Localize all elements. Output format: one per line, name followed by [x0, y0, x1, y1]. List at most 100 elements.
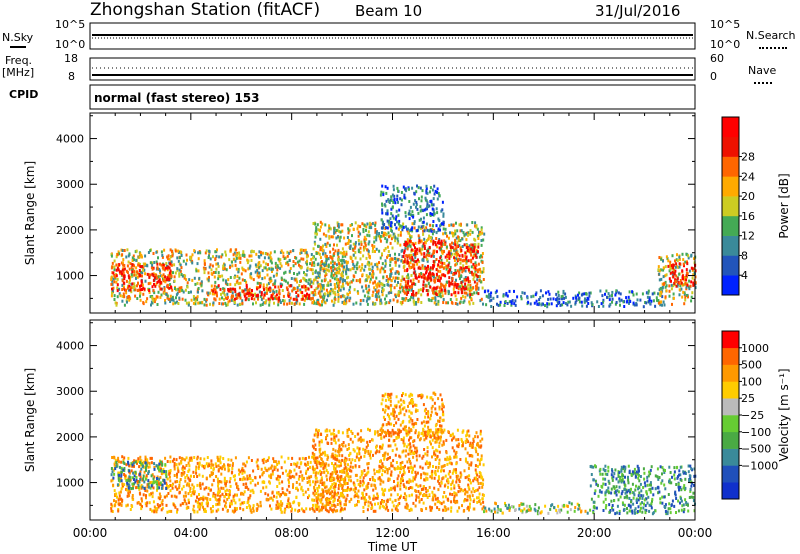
data-cell: [502, 294, 505, 298]
data-cell: [597, 305, 600, 308]
data-cell: [465, 278, 467, 282]
data-cell: [160, 508, 163, 512]
data-cell: [295, 295, 298, 299]
data-cell: [395, 226, 398, 230]
data-cell: [510, 303, 513, 307]
data-cell: [157, 505, 160, 509]
data-cell: [112, 277, 115, 281]
data-cell: [345, 270, 347, 274]
data-cell: [635, 303, 638, 307]
data-cell: [111, 282, 114, 286]
data-cell: [131, 282, 134, 286]
data-cell: [328, 225, 331, 229]
data-cell: [211, 264, 214, 268]
data-cell: [161, 483, 164, 487]
data-cell: [170, 263, 173, 267]
data-cell: [258, 271, 261, 275]
data-cell: [257, 263, 260, 267]
data-cell: [437, 227, 440, 231]
data-cell: [366, 248, 369, 252]
data-cell: [255, 252, 258, 256]
data-cell: [121, 498, 124, 502]
data-cell: [212, 289, 215, 293]
data-cell: [272, 274, 275, 278]
data-cell: [309, 507, 311, 511]
data-cell: [212, 271, 215, 274]
data-cell: [296, 286, 299, 290]
data-cell: [672, 268, 675, 272]
data-cell: [220, 472, 223, 476]
data-cell: [126, 264, 129, 268]
data-cell: [299, 462, 302, 466]
data-cell: [347, 463, 349, 467]
data-cell: [341, 487, 344, 490]
data-cell: [694, 281, 697, 285]
data-cell: [168, 266, 171, 270]
data-cell: [265, 299, 268, 303]
data-cell: [184, 288, 187, 292]
data-cell: [261, 277, 264, 281]
data-cell: [302, 248, 305, 252]
data-cell: [301, 489, 304, 493]
data-cell: [334, 484, 337, 488]
data-cell: [268, 253, 271, 257]
data-cell: [373, 302, 376, 306]
data-cell: [143, 287, 146, 291]
data-cell: [340, 494, 343, 498]
data-cell: [269, 288, 272, 292]
data-cell: [233, 257, 236, 261]
data-cell: [432, 266, 434, 270]
data-cell: [265, 459, 268, 463]
data-cell: [658, 278, 661, 282]
data-cell: [210, 462, 213, 466]
data-cell: [333, 301, 336, 305]
data-cell: [667, 259, 670, 263]
data-cell: [339, 504, 342, 508]
data-cell: [149, 281, 152, 285]
data-cell: [137, 288, 140, 292]
data-cell: [379, 234, 382, 238]
data-cell: [557, 294, 560, 297]
data-cell: [417, 211, 420, 215]
data-cell: [337, 257, 340, 261]
data-cell: [141, 283, 144, 287]
data-cell: [337, 281, 339, 285]
data-cell: [128, 284, 131, 288]
data-cell: [414, 199, 417, 203]
data-cell: [510, 300, 513, 304]
data-cell: [164, 456, 167, 460]
data-cell: [132, 486, 134, 490]
data-cell: [611, 294, 613, 297]
data-cell: [690, 295, 693, 299]
data-cell: [394, 201, 397, 205]
data-cell: [305, 273, 308, 277]
data-cell: [318, 509, 321, 513]
data-cell: [259, 264, 262, 268]
data-cell: [153, 261, 156, 264]
data-cell: [407, 254, 410, 258]
data-cell: [443, 250, 445, 254]
data-cell: [611, 297, 614, 301]
data-cell: [222, 278, 225, 282]
data-cell: [111, 504, 114, 508]
colorbar-segment: [722, 156, 739, 177]
data-cell: [263, 288, 265, 292]
data-cell: [279, 258, 282, 262]
data-cell: [190, 255, 193, 259]
data-cell: [371, 243, 374, 247]
data-cell: [376, 282, 379, 286]
data-cell: [337, 278, 339, 282]
data-cell: [195, 468, 197, 472]
data-cell: [453, 486, 456, 490]
data-cell: [354, 270, 357, 274]
data-cell: [470, 253, 473, 257]
data-cell: [359, 250, 362, 254]
data-cell: [661, 282, 664, 286]
data-cell: [267, 263, 269, 267]
data-cell: [429, 475, 432, 479]
data-cell: [178, 272, 181, 276]
data-cell: [464, 295, 467, 299]
data-cell: [657, 268, 660, 272]
data-cell: [380, 282, 383, 286]
data-cell: [204, 507, 207, 511]
